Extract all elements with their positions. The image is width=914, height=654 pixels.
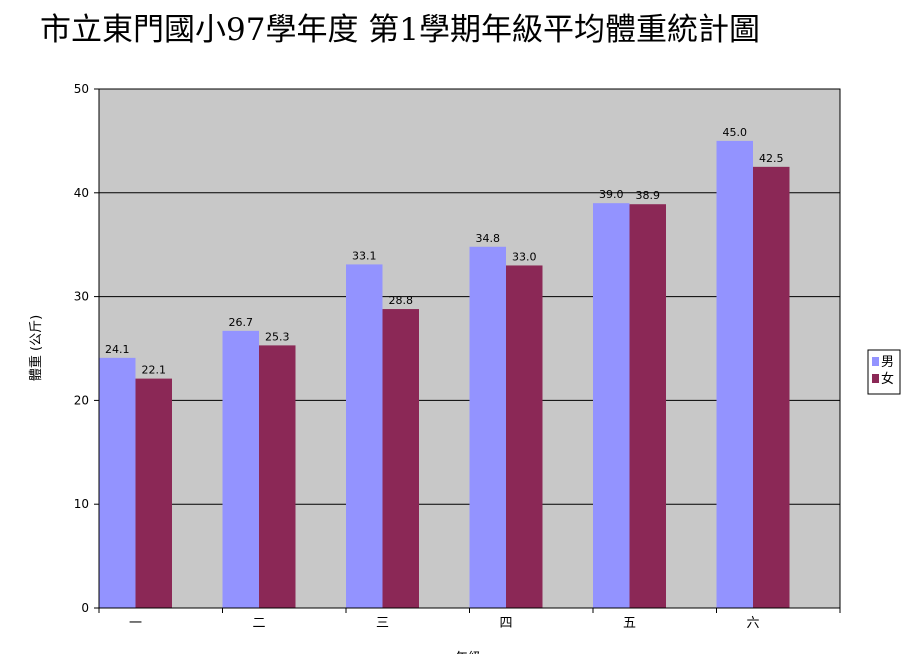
data-label: 38.9 bbox=[636, 189, 661, 202]
bar bbox=[99, 357, 136, 608]
y-tick-label: 10 bbox=[74, 497, 89, 511]
data-label: 33.1 bbox=[352, 249, 377, 262]
x-tick-label: 二 bbox=[252, 616, 265, 631]
legend-swatch bbox=[872, 357, 879, 366]
bar bbox=[753, 166, 790, 608]
bar bbox=[593, 203, 630, 608]
bar bbox=[469, 246, 506, 608]
data-label: 22.1 bbox=[142, 364, 167, 377]
data-label: 26.7 bbox=[229, 316, 254, 329]
bar bbox=[259, 345, 296, 608]
data-label: 45.0 bbox=[723, 126, 748, 139]
data-label: 33.0 bbox=[512, 250, 537, 263]
chart-title: 市立東門國小97學年度 第1學期年級平均體重統計圖 bbox=[40, 12, 761, 48]
x-tick-label: 五 bbox=[623, 616, 636, 631]
bar bbox=[629, 204, 666, 608]
legend-label: 男 bbox=[881, 355, 894, 370]
y-tick-label: 0 bbox=[81, 601, 89, 615]
data-label: 34.8 bbox=[476, 232, 501, 245]
data-label: 42.5 bbox=[759, 152, 784, 165]
legend-label: 女 bbox=[881, 371, 894, 387]
x-axis-title: 年級 bbox=[455, 651, 481, 654]
y-axis-title: 體重 (公斤) bbox=[28, 315, 44, 381]
data-label: 24.1 bbox=[105, 343, 130, 356]
data-label: 39.0 bbox=[599, 188, 624, 201]
x-tick-label: 四 bbox=[499, 616, 512, 631]
y-tick-label: 50 bbox=[74, 82, 89, 96]
y-tick-label: 20 bbox=[74, 393, 89, 407]
y-tick-label: 40 bbox=[74, 186, 89, 200]
data-label: 28.8 bbox=[389, 294, 414, 307]
x-tick-label: 三 bbox=[376, 616, 389, 631]
bar bbox=[346, 264, 383, 608]
legend-swatch bbox=[872, 374, 879, 383]
y-tick-label: 30 bbox=[74, 290, 89, 304]
bar bbox=[222, 330, 259, 608]
x-tick-label: 一 bbox=[129, 616, 142, 631]
x-tick-label: 六 bbox=[746, 616, 759, 631]
bar bbox=[506, 265, 543, 608]
bar bbox=[135, 378, 172, 608]
data-label: 25.3 bbox=[265, 330, 290, 343]
bar bbox=[382, 309, 419, 608]
legend: 男女 bbox=[867, 349, 901, 395]
bar bbox=[716, 140, 753, 608]
